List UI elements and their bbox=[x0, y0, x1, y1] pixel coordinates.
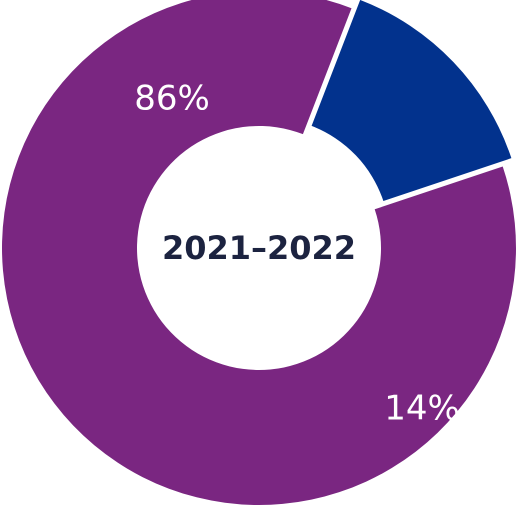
slice-label-86: 86% bbox=[134, 79, 210, 119]
slice-labels: 86% 14% bbox=[134, 79, 460, 429]
slice-label-14: 14% bbox=[384, 389, 460, 429]
center-label: 2021–2022 bbox=[162, 229, 356, 267]
donut-slice-14 bbox=[311, 0, 512, 201]
